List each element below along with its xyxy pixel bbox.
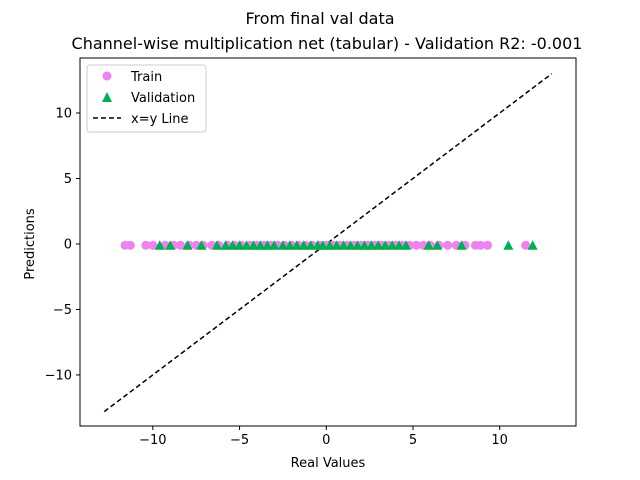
y-axis-label: Predictions (23, 208, 38, 280)
train-point-39 (411, 240, 421, 250)
validation-point-12 (269, 240, 280, 250)
validation-point-1 (165, 240, 176, 250)
train-point-47 (476, 240, 486, 250)
x-tick-label: 0 (322, 433, 330, 448)
legend-train-marker (102, 71, 112, 81)
validation-point-22 (338, 240, 349, 250)
y-tick-label: −10 (45, 368, 72, 383)
validation-point-10 (255, 240, 266, 250)
chart-title: Channel-wise multiplication net (tabular… (72, 34, 583, 53)
legend-box (86, 64, 207, 133)
validation-point-5 (220, 240, 231, 250)
train-point-3 (148, 240, 158, 250)
validation-point-17 (305, 240, 316, 250)
legend-train-label: Train (130, 70, 162, 85)
chart-suptitle: From final val data (245, 9, 394, 28)
validation-point-3 (196, 240, 207, 250)
train-point-48 (483, 240, 493, 250)
validation-point-13 (277, 240, 288, 250)
x-axis-label: Real Values (291, 456, 366, 471)
validation-point-29 (387, 240, 398, 250)
validation-point-30 (394, 240, 405, 250)
train-point-1 (125, 240, 135, 250)
train-point-6 (176, 240, 186, 250)
validation-point-34 (456, 240, 467, 250)
validation-point-33 (432, 240, 443, 250)
x-tick-label: 5 (409, 433, 417, 448)
validation-point-27 (373, 240, 384, 250)
validation-point-16 (298, 240, 309, 250)
legend-validation-label: Validation (131, 91, 195, 106)
validation-point-19 (317, 240, 328, 250)
validation-point-4 (212, 240, 223, 250)
y-tick-label: 5 (64, 172, 72, 187)
validation-point-36 (527, 240, 538, 250)
validation-point-28 (380, 240, 391, 250)
validation-point-26 (366, 240, 377, 250)
validation-point-7 (234, 240, 245, 250)
validation-point-35 (503, 240, 514, 250)
validation-point-9 (248, 240, 259, 250)
validation-point-21 (331, 240, 342, 250)
validation-point-23 (345, 240, 356, 250)
validation-point-31 (401, 240, 412, 250)
axis-ticks: −10 −5 0 5 10 −10 −5 0 5 10 (45, 107, 508, 448)
validation-point-32 (423, 240, 434, 250)
validation-point-11 (262, 240, 273, 250)
validation-point-6 (227, 240, 238, 250)
train-point-2 (141, 240, 151, 250)
x-tick-label: −5 (230, 433, 249, 448)
legend-validation-marker (102, 92, 112, 102)
validation-point-0 (154, 240, 165, 250)
validation-point-15 (291, 240, 302, 250)
plot-frame (79, 57, 577, 427)
y-tick-label: 10 (55, 107, 72, 122)
plot-area (103, 73, 553, 413)
train-point-43 (443, 240, 453, 250)
validation-point-14 (284, 240, 295, 250)
x-tick-label: 10 (491, 433, 508, 448)
validation-point-2 (182, 240, 193, 250)
validation-point-20 (324, 240, 335, 250)
x-tick-label: −10 (139, 433, 166, 448)
legend: Train Validation x=y Line (86, 64, 207, 133)
y-tick-label: 0 (64, 237, 72, 252)
y-tick-label: −5 (53, 303, 72, 318)
validation-point-25 (359, 240, 370, 250)
validation-point-24 (352, 240, 363, 250)
legend-xy-line-label: x=y Line (131, 112, 189, 127)
train-point-49 (521, 240, 531, 250)
validation-point-8 (241, 240, 252, 250)
